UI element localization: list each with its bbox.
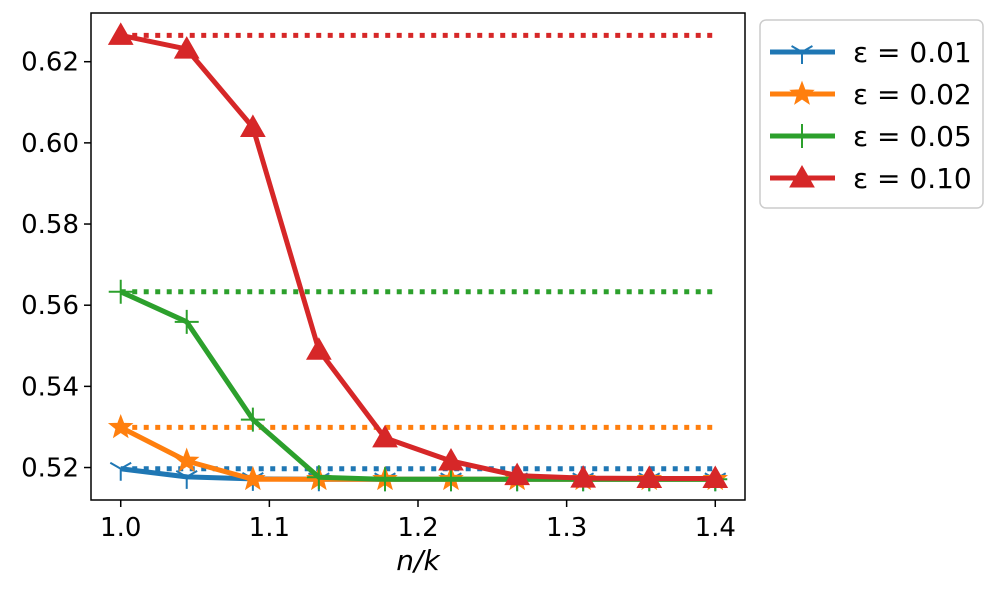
legend-label-1: ε = 0.02 — [853, 78, 972, 111]
data-point-series-3-3 — [305, 337, 332, 360]
legend-marker-3 — [789, 164, 815, 188]
legend-marker-0 — [791, 45, 813, 64]
series-line-1 — [119, 425, 716, 482]
y-tick-label-5: 0.62 — [21, 48, 79, 78]
legend-label-2: ε = 0.05 — [853, 120, 972, 153]
x-tick-label-0: 1.0 — [100, 513, 141, 543]
y-tick-label-3: 0.58 — [21, 210, 79, 240]
legend-label-3: ε = 0.10 — [853, 162, 972, 195]
data-point-series-2-2 — [240, 407, 265, 432]
legend-box — [759, 19, 984, 209]
data-point-series-3-2 — [240, 114, 266, 137]
y-tick-label-0: 0.52 — [21, 454, 79, 484]
x-tick-label-1: 1.1 — [249, 513, 290, 543]
y-tick-label-2: 0.56 — [21, 291, 79, 321]
data-point-series-3-4 — [372, 424, 398, 448]
plot-frame — [90, 12, 746, 501]
x-axis-label: n/k — [396, 544, 441, 577]
data-point-series-2-3 — [306, 465, 331, 490]
data-point-series-0-1 — [175, 469, 198, 489]
data-point-series-2-1 — [174, 309, 199, 334]
data-point-series-3-9 — [702, 465, 729, 488]
x-tick-label-2: 1.2 — [397, 513, 438, 543]
y-tick-label-1: 0.54 — [21, 372, 79, 402]
x-tick-label-3: 1.3 — [546, 513, 587, 543]
data-point-series-1-1 — [173, 447, 200, 472]
data-point-series-3-0 — [107, 22, 134, 45]
legend: ε = 0.01 ε = 0.02 ε = 0.05 ε = 0.10 — [759, 19, 984, 209]
y-tick-label-4: 0.60 — [21, 129, 79, 159]
data-point-series-3-8 — [636, 465, 663, 488]
legend-marker-2 — [790, 124, 814, 148]
legend-label-0: ε = 0.01 — [853, 36, 972, 69]
x-tick-label-4: 1.4 — [695, 513, 736, 543]
data-point-series-1-0 — [107, 413, 134, 439]
data-point-series-3-6 — [504, 462, 531, 486]
data-point-series-0-0 — [109, 461, 132, 481]
data-point-series-2-5 — [438, 467, 463, 492]
data-point-series-3-5 — [438, 448, 464, 471]
legend-marker-1 — [789, 80, 815, 105]
series-layer — [107, 22, 729, 492]
axes-layer: 1.0 1.1 1.2 1.3 1.4 0.52 0.54 0.56 0.58 0.60 0.62 — [21, 48, 736, 543]
series-line-3 — [120, 32, 716, 481]
data-point-series-3-7 — [570, 465, 596, 488]
data-point-series-3-1 — [173, 36, 200, 59]
data-point-series-1-2 — [240, 465, 266, 491]
data-point-series-2-0 — [108, 279, 133, 304]
data-point-series-2-4 — [373, 467, 398, 492]
